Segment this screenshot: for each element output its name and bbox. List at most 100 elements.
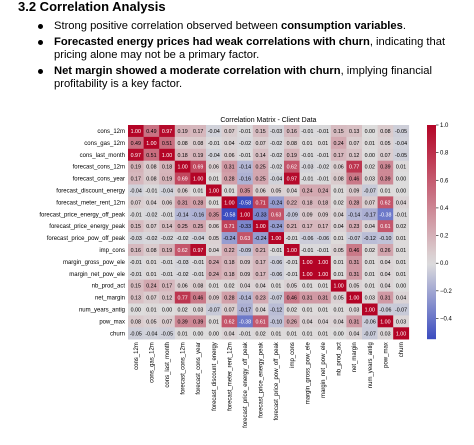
cell-value-label: -0.24 — [270, 224, 282, 230]
heatmap-cell — [143, 279, 160, 292]
cell-value-label: -0.01 — [317, 248, 329, 254]
cell-value-label: -0.14 — [239, 165, 251, 171]
cell-value-label: 0.39 — [380, 177, 390, 183]
cell-value-label: 0.09 — [240, 272, 250, 278]
cell-value-label: -0.04 — [192, 236, 204, 242]
cell-value-label: 0.01 — [302, 284, 312, 290]
row-label: forecast_price_energy_peak — [49, 224, 126, 230]
heatmap-cell — [268, 315, 285, 328]
cell-value-label: 0.07 — [162, 319, 172, 325]
cell-value-label: 0.00 — [162, 307, 172, 313]
row-label: forecast_price_pow_off_peak — [47, 236, 126, 242]
heatmap-cell — [299, 125, 316, 138]
cell-value-label: 0.01 — [209, 177, 219, 183]
heatmap-cell — [268, 327, 285, 340]
heatmap-cell — [190, 244, 207, 257]
cell-value-label: 0.06 — [255, 188, 265, 194]
cell-value-label: 0.24 — [209, 272, 219, 278]
heatmap-cell — [174, 160, 191, 173]
cell-value-label: 0.01 — [146, 260, 156, 266]
cell-value-label: 0.01 — [177, 331, 187, 337]
cell-value-label: -0.03 — [130, 236, 142, 242]
cell-value-label: -0.14 — [239, 296, 251, 302]
heatmap-cell — [346, 315, 363, 328]
heatmap-cell — [143, 232, 160, 245]
column-label: cons_gas_12m — [149, 342, 155, 383]
cell-value-label: 0.39 — [177, 319, 187, 325]
cell-value-label: 1.00 — [287, 248, 297, 254]
heatmap-cell — [190, 279, 207, 292]
cell-value-label: 0.15 — [131, 224, 141, 230]
cell-value-label: 0.07 — [380, 153, 390, 159]
heatmap-cell — [128, 315, 144, 328]
heatmap-cell — [237, 291, 254, 304]
cell-value-label: 0.97 — [193, 248, 203, 254]
heatmap-cell — [284, 125, 300, 138]
cell-value-label: -0.10 — [270, 319, 282, 325]
heatmap-cell — [284, 172, 300, 185]
heatmap-cell — [377, 255, 394, 269]
heatmap-cell — [221, 125, 238, 138]
cell-value-label: -0.01 — [239, 153, 251, 159]
heatmap-cell — [252, 220, 269, 233]
cell-value-label: 0.07 — [224, 307, 234, 313]
cell-value-label: -0.01 — [317, 153, 329, 159]
heatmap-cell — [284, 244, 300, 257]
cell-value-label: 0.07 — [224, 129, 234, 135]
cell-value-label: -0.12 — [364, 236, 376, 242]
heatmap-cell — [252, 160, 269, 173]
heatmap-cell — [346, 125, 363, 138]
cell-value-label: -0.01 — [317, 177, 329, 183]
heatmap-cell — [315, 244, 332, 257]
heatmap-cell — [330, 125, 347, 138]
heatmap-cell — [143, 267, 160, 280]
heatmap-cell — [330, 232, 347, 245]
bullet-item: Strong positive correlation observed bet… — [38, 20, 468, 33]
heatmap-cell — [159, 267, 176, 280]
heatmap-cell — [252, 279, 269, 292]
heatmap-cell — [315, 172, 332, 185]
column-label: churn — [399, 342, 405, 357]
bullet-dot-icon — [38, 24, 43, 29]
cell-value-label: -0.01 — [286, 260, 298, 266]
cell-value-label: 1.00 — [162, 153, 172, 159]
heatmap-cell — [221, 160, 238, 173]
heatmap-cell — [346, 327, 363, 340]
heatmap-cell — [159, 327, 176, 340]
cell-value-label: 0.01 — [302, 141, 312, 147]
cell-value-label: 0.02 — [365, 248, 375, 254]
heatmap-cell — [346, 244, 363, 257]
cell-value-label: 0.24 — [318, 188, 328, 194]
cell-value-label: 0.01 — [318, 307, 328, 313]
heatmap-cell — [174, 125, 191, 138]
cell-value-label: 0.24 — [333, 141, 343, 147]
heatmap-cell — [190, 220, 207, 233]
cell-value-label: 0.09 — [302, 212, 312, 218]
heatmap-cell — [393, 220, 410, 233]
heatmap-cell — [377, 315, 394, 328]
heatmap-cell — [315, 315, 332, 328]
heatmap-cell — [237, 255, 254, 269]
cell-value-label: 0.01 — [396, 260, 406, 266]
cell-value-label: -0.33 — [255, 212, 267, 218]
cell-value-label: -0.01 — [130, 272, 142, 278]
cell-value-label: 0.04 — [318, 319, 328, 325]
heatmap-cell — [268, 220, 285, 233]
cell-value-label: -0.01 — [130, 260, 142, 266]
heatmap-cell — [143, 208, 160, 221]
heatmap-cell — [299, 303, 316, 316]
cell-value-label: 0.14 — [162, 224, 172, 230]
heatmap-cell — [206, 327, 222, 340]
cell-value-label: 0.04 — [240, 284, 250, 290]
heatmap-cell — [393, 125, 410, 138]
heatmap-cell — [252, 148, 269, 161]
heatmap-cell — [362, 244, 378, 257]
colorbar-tick-label: 0.8 — [440, 151, 449, 157]
cell-value-label: 0.19 — [162, 248, 172, 254]
heatmap-cell — [393, 315, 410, 328]
cell-value-label: 0.08 — [146, 177, 156, 183]
heatmap-cell — [299, 267, 316, 280]
cell-value-label: 0.28 — [224, 296, 234, 302]
cell-value-label: 0.97 — [162, 129, 172, 135]
heatmap-cell — [393, 291, 410, 304]
